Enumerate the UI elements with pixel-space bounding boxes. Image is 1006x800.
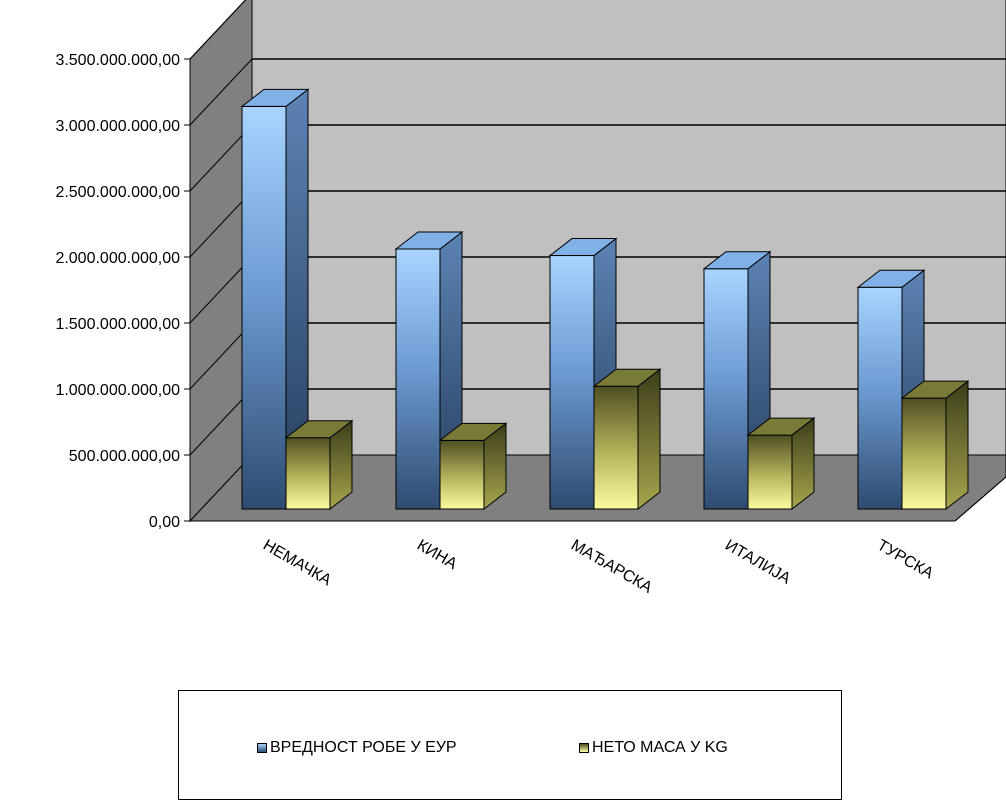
legend-entry-series-2: НЕТО МАСА У KG bbox=[579, 739, 728, 757]
bar-front bbox=[857, 286, 903, 510]
y-tick-label: 1.000.000.000,00 bbox=[55, 382, 180, 399]
y-tick-label: 2.500.000.000,00 bbox=[55, 184, 180, 201]
bar-top bbox=[394, 231, 464, 250]
x-category-label: ИТАЛИЈА bbox=[722, 537, 794, 588]
floor-edge bbox=[954, 476, 1006, 522]
bar-top bbox=[900, 380, 970, 399]
legend-label: ВРЕДНОСТ РОБЕ У ЕУР bbox=[270, 739, 457, 756]
bar-top bbox=[284, 420, 354, 439]
bar-front bbox=[285, 437, 331, 510]
bar-mass-1 bbox=[438, 422, 508, 511]
bar-front bbox=[439, 439, 485, 510]
bar-top bbox=[438, 422, 508, 441]
y-tick-label: 0,00 bbox=[149, 514, 180, 531]
bar-front bbox=[241, 105, 287, 510]
bar-front bbox=[901, 397, 947, 510]
y-tick-label: 500.000.000,00 bbox=[69, 448, 180, 465]
y-tick-label: 3.000.000.000,00 bbox=[55, 118, 180, 135]
bar-front bbox=[549, 255, 595, 510]
bar-top bbox=[548, 238, 618, 257]
legend: ВРЕДНОСТ РОБЕ У ЕУР НЕТО МАСА У KG bbox=[178, 690, 842, 800]
chart: 0,00 500.000.000,00 1.000.000.000,00 1.500.… bbox=[55, 0, 1006, 597]
bar-mass-3 bbox=[746, 417, 816, 511]
bar-front bbox=[395, 248, 441, 510]
bar-value-0 bbox=[240, 88, 310, 511]
x-category-label: ТУРСКА bbox=[874, 537, 936, 583]
y-tick-label: 3.500.000.000,00 bbox=[55, 52, 180, 69]
bar-front bbox=[703, 268, 749, 510]
bar-side bbox=[945, 380, 969, 511]
bar-top bbox=[702, 251, 772, 270]
gridline-side bbox=[189, 0, 247, 60]
x-category-label: МАЂАРСКА bbox=[568, 537, 655, 597]
gridline-side bbox=[189, 58, 253, 126]
bar-front bbox=[593, 385, 639, 510]
bar-mass-0 bbox=[284, 419, 354, 511]
bar-mass-2 bbox=[592, 368, 662, 511]
y-tick-label: 2.000.000.000,00 bbox=[55, 250, 180, 267]
y-tick-label: 1.500.000.000,00 bbox=[55, 316, 180, 333]
x-category-label: КИНА bbox=[414, 537, 460, 573]
bar-top bbox=[240, 88, 310, 107]
legend-label: НЕТО МАСА У KG bbox=[592, 739, 728, 756]
bar-top bbox=[746, 417, 816, 436]
bar-top bbox=[856, 269, 926, 288]
bar-top bbox=[592, 368, 662, 387]
x-category-label: НЕМАЧКА bbox=[260, 537, 334, 590]
legend-entry-series-1: ВРЕДНОСТ РОБЕ У ЕУР bbox=[257, 739, 457, 757]
bar-mass-4 bbox=[900, 380, 970, 511]
legend-swatch-blue bbox=[257, 743, 267, 753]
legend-swatch-yellow bbox=[579, 743, 589, 753]
bar-front bbox=[747, 434, 793, 510]
bar-side bbox=[637, 368, 661, 511]
